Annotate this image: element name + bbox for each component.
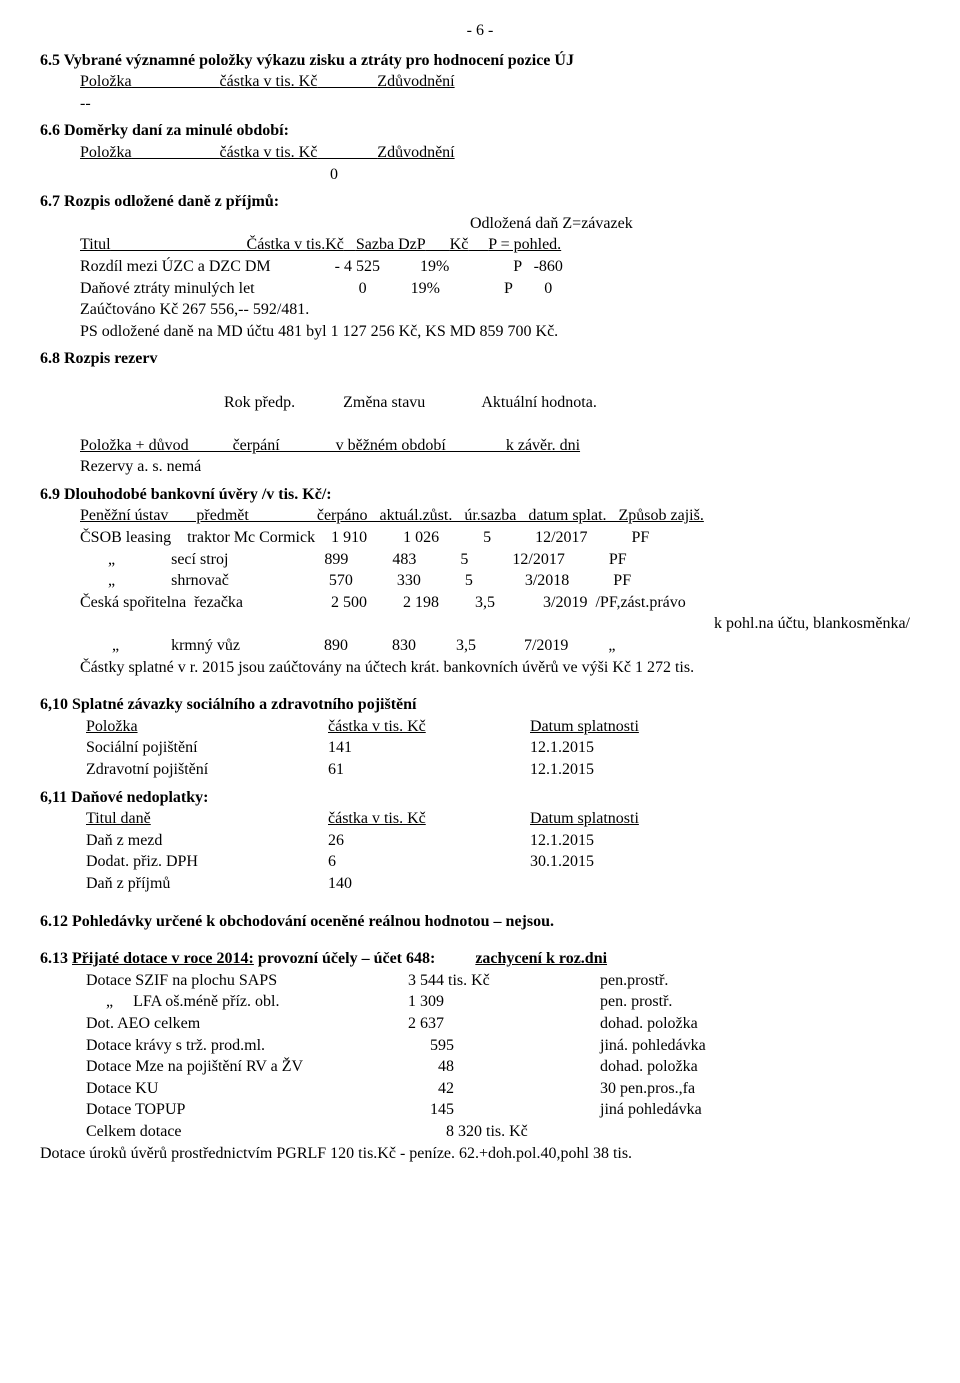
s65-hdr-c1: Položka [80,73,132,90]
s613-h-pre: 6.13 [40,950,72,967]
s613-footer: Dotace úroků úvěrů prostřednictvím PGRLF… [40,1143,920,1165]
s68-h2b: Změna stavu [343,394,425,411]
s611-hdr-c3: Datum splatnosti [524,808,645,830]
s611-hdr-c1: Titul daně [80,808,322,830]
s613-h-u1: Přijaté dotace v roce 2014: [72,950,254,967]
s610-r2-c3: 12.1.2015 [524,759,645,781]
s67-row2: Daňové ztráty minulých let 0 19% P 0 [80,278,920,300]
s69-heading: 6.9 Dlouhodobé bankovní úvěry /v tis. Kč… [40,484,920,506]
s611-r1-c1: Daň z mezd [80,830,322,852]
s611-r2-c3: 30.1.2015 [524,851,645,873]
s610-hdr-c1: Položka [80,716,322,738]
s67-hdr-c4: Kč [450,236,469,253]
s610-r1-c3: 12.1.2015 [524,737,645,759]
s613-r5-c3: dohad. položka [594,1056,712,1078]
s613-r8-c1: Celkem dotace [80,1121,402,1143]
s613-r6-c3: 30 pen.pros.,fa [594,1078,712,1100]
s613-r3-c2: 2 637 [402,1013,594,1035]
s613-r6-c1: Dotace KU [80,1078,402,1100]
s611-table: Titul daně částka v tis. Kč Datum splatn… [80,808,645,894]
s613-heading: 6.13 Přijaté dotace v roce 2014: provozn… [40,948,920,970]
s68-h2a: Rok předp. [224,394,295,411]
s610-r1-c2: 141 [322,737,524,759]
s613-table: Dotace SZIF na plochu SAPS 3 544 tis. Kč… [80,970,712,1143]
s65-dash: -- [80,93,920,115]
s68-hdr: Položka + důvod čerpání v běžném období … [80,437,580,454]
s613-r1-c3: pen.prostř. [594,970,712,992]
s613-r1-c1: Dotace SZIF na plochu SAPS [80,970,402,992]
s613-r2-c2: 1 309 [402,991,594,1013]
s610-hdr-c2: částka v tis. Kč [322,716,524,738]
s66-hdr-c1: Položka [80,144,132,161]
s65-heading: 6.5 Vybrané významné položky výkazu zisk… [40,50,920,72]
s65-hdr: Položka částka v tis. Kč Zdůvodnění [80,73,455,90]
s611-heading: 6,11 Daňové nedoplatky: [40,787,920,809]
s613-r2-c1: „ LFA oš.méně příz. obl. [80,991,402,1013]
s610-table: Položka částka v tis. Kč Datum splatnost… [80,716,645,781]
s67-hdr-c3: Sazba DzP [356,236,426,253]
s611-r3-c2: 140 [322,873,524,895]
s69-row4b: k pohl.na účtu, blankosměnka/ [40,613,920,635]
s67-row1: Rozdíl mezi ÚZC a DZC DM - 4 525 19% P -… [80,256,920,278]
s613-r5-c1: Dotace Mze na pojištění RV a ŽV [80,1056,402,1078]
s613-r7-c2: 145 [402,1099,594,1121]
s613-r4-c2: 595 [402,1035,594,1057]
s66-hdr-c3: Zdůvodnění [377,144,454,161]
s69-hdr: Peněžní ústav předmět čerpáno aktuál.zůs… [80,507,704,524]
s65-hdr-c2: částka v tis. Kč [220,73,318,90]
s611-r1-c3: 12.1.2015 [524,830,645,852]
s66-hdr: Položka částka v tis. Kč Zdůvodnění [80,144,455,161]
s68-row: Rezervy a. s. nemá [80,456,920,478]
s611-r2-c1: Dodat. přiz. DPH [80,851,322,873]
s613-r8-c3 [594,1121,712,1143]
s613-r2-c3: pen. prostř. [594,991,712,1013]
page-number: - 6 - [40,20,920,42]
s69-row1: ČSOB leasing traktor Mc Cormick 1 910 1 … [80,527,920,549]
s68-heading: 6.8 Rozpis rezerv [40,348,920,370]
s611-hdr-c2: částka v tis. Kč [322,808,524,830]
s69-row5: „ krmný vůz 890 830 3,5 7/2019 „ [80,635,920,657]
s67-row3: Zaúčtováno Kč 267 556,-- 592/481. [80,299,920,321]
s613-r3-c3: dohad. položka [594,1013,712,1035]
s611-r3-c1: Daň z příjmů [80,873,322,895]
s66-hdr-c2: částka v tis. Kč [220,144,318,161]
s67-hdr-c1: Titul [80,236,111,253]
s611-r1-c2: 26 [322,830,524,852]
s613-r6-c2: 42 [402,1078,594,1100]
s613-r1-c2: 3 544 tis. Kč [402,970,594,992]
s613-r4-c3: jiná. pohledávka [594,1035,712,1057]
s610-r2-c1: Zdravotní pojištění [80,759,322,781]
s69-row4: Česká spořitelna řezačka 2 500 2 198 3,5… [80,592,920,614]
s67-hdr-c2: Částka v tis.Kč [247,236,344,253]
s613-r7-c1: Dotace TOPUP [80,1099,402,1121]
s613-r4-c1: Dotace krávy s trž. prod.ml. [80,1035,402,1057]
s66-val: 0 [330,164,920,186]
s613-h-mid: provozní účely – účet 648: [254,950,475,967]
s65-hdr-c3: Zdůvodnění [377,73,454,90]
s613-r5-c2: 48 [402,1056,594,1078]
s610-r1-c1: Sociální pojištění [80,737,322,759]
s613-r8-c2: 8 320 tis. Kč [402,1121,594,1143]
s613-r7-c3: jiná pohledávka [594,1099,712,1121]
s610-r2-c2: 61 [322,759,524,781]
s67-row4: PS odložené daně na MD účtu 481 byl 1 12… [80,321,920,343]
s610-hdr-c3: Datum splatnosti [524,716,645,738]
s66-heading: 6.6 Doměrky daní za minulé období: [40,120,920,142]
s67-odl: Odložená daň Z=závazek [470,213,920,235]
s613-r3-c1: Dot. AEO celkem [80,1013,402,1035]
s67-hdr: Titul Částka v tis.Kč Sazba DzP Kč P = p… [80,236,561,253]
s68-h2c: Aktuální hodnota. [481,394,597,411]
s69-row3: „ shrnovač 570 330 5 3/2018 PF [80,570,920,592]
s610-heading: 6,10 Splatné závazky sociálního a zdravo… [40,694,920,716]
s611-r2-c2: 6 [322,851,524,873]
s613-h-u2: zachycení k roz.dni [475,950,607,967]
s67-heading: 6.7 Rozpis odložené daně z příjmů: [40,191,920,213]
s612-heading: 6.12 Pohledávky určené k obchodování oce… [40,911,920,933]
s69-note: Částky splatné v r. 2015 jsou zaúčtovány… [80,657,920,679]
s69-row2: „ secí stroj 899 483 5 12/2017 PF [80,549,920,571]
s67-hdr-c5: P = pohled. [488,236,561,253]
s611-r3-c3 [524,873,645,895]
